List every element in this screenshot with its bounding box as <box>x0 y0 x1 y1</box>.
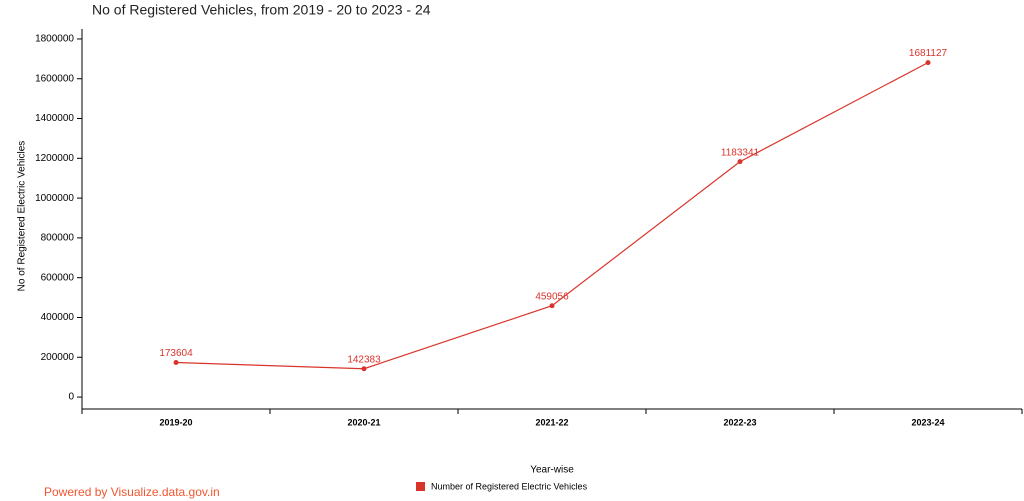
point <box>361 366 367 372</box>
x-tick-label: 2020-21 <box>347 417 380 427</box>
y-tick-label: 600000 <box>41 272 75 283</box>
data-label: 459056 <box>535 291 569 302</box>
data-label: 173604 <box>159 348 193 359</box>
point <box>173 360 179 366</box>
y-tick-label: 1400000 <box>35 113 74 124</box>
point <box>737 159 743 165</box>
y-tick-label: 1200000 <box>35 153 74 164</box>
data-label: 1681127 <box>909 48 948 59</box>
y-tick-label: 0 <box>68 392 74 403</box>
y-tick-label: 1600000 <box>35 73 74 84</box>
x-tick-label: 2021-22 <box>535 417 568 427</box>
data-label: 142383 <box>347 354 381 365</box>
y-axis-label: No of Registered Electric Vehicles <box>17 141 28 292</box>
credit: Powered by Visualize.data.gov.in <box>44 485 220 499</box>
point <box>549 303 555 309</box>
y-tick-label: 1800000 <box>35 34 74 45</box>
y-tick-label: 800000 <box>41 233 75 244</box>
legend-swatch <box>416 482 425 491</box>
legend-label: Number of Registered Electric Vehicles <box>431 481 588 491</box>
y-tick-label: 200000 <box>41 352 75 363</box>
x-tick-label: 2022-23 <box>723 417 756 427</box>
y-tick-label: 400000 <box>41 312 75 323</box>
x-axis-label: Year-wise <box>530 465 574 476</box>
data-label: 1183341 <box>721 147 760 158</box>
y-tick-label: 1000000 <box>35 193 74 204</box>
chart-title: No of Registered Vehicles, from 2019 - 2… <box>92 2 431 18</box>
x-tick-label: 2023-24 <box>911 417 944 427</box>
line <box>175 62 929 370</box>
x-tick-label: 2019-20 <box>159 417 192 427</box>
point <box>925 60 931 66</box>
